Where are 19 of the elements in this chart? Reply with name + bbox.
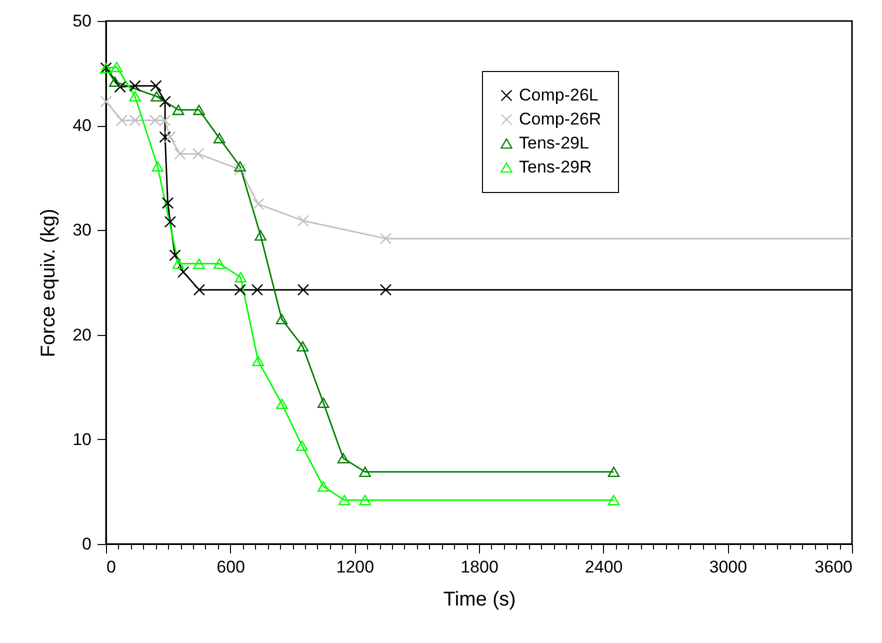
- x-tick-label: 600: [216, 558, 246, 576]
- y-tick-label: 0: [82, 534, 92, 554]
- y-tick-label: 20: [72, 325, 92, 344]
- y-tick-label: 40: [72, 116, 92, 136]
- x-tick-label: 1200: [336, 558, 374, 576]
- x-tick-label: 2400: [584, 558, 623, 576]
- legend-label: Comp-26R: [519, 110, 602, 128]
- x-axis-title: Time (s): [443, 588, 516, 610]
- y-tick-label: 30: [72, 220, 92, 240]
- y-tick-label: 50: [72, 12, 92, 30]
- x-tick-label: 3600: [814, 558, 852, 576]
- y-tick-label: 10: [72, 430, 92, 449]
- legend-label: Tens-29R: [519, 158, 592, 176]
- x-tick-label: 1800: [460, 558, 498, 576]
- legend-label: Comp-26L: [519, 86, 598, 104]
- x-tick-label: 0: [106, 558, 116, 576]
- legend-label: Tens-29L: [519, 134, 589, 152]
- x-tick-label: 3000: [709, 558, 748, 576]
- y-axis-title: Force equiv. (kg): [38, 208, 60, 358]
